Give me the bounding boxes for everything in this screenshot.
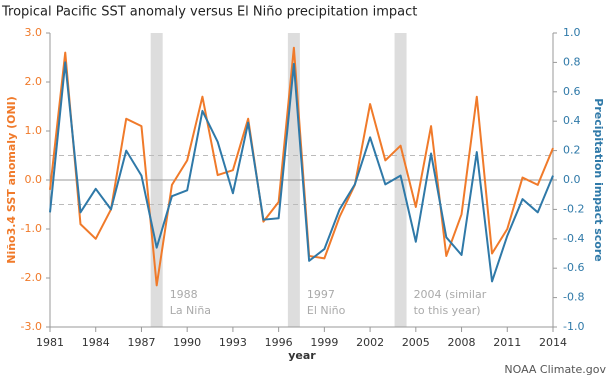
y-tick-label: 2.0 (25, 75, 43, 88)
x-tick-label: 1996 (265, 336, 293, 349)
annotation: El Niño (307, 304, 346, 317)
y2-tick-label: 0.4 (563, 114, 581, 127)
y-axis-label: Niño3.4 SST anomaly (ONI) (5, 96, 18, 264)
y2-tick-label: -1.0 (563, 320, 584, 333)
annotation: 1997 (307, 288, 335, 301)
y-tick-label: 3.0 (25, 26, 43, 39)
x-tick-label: 2008 (448, 336, 476, 349)
annotation: 1988 (170, 288, 198, 301)
x-tick-label: 2011 (493, 336, 521, 349)
y2-tick-label: 0.2 (563, 144, 581, 157)
x-tick-label: 2002 (356, 336, 384, 349)
y2-tick-label: 0.6 (563, 85, 581, 98)
x-tick-label: 1984 (82, 336, 110, 349)
y-tick-label: -3.0 (21, 320, 42, 333)
x-tick-label: 2005 (402, 336, 430, 349)
x-tick-label: 1999 (310, 336, 338, 349)
x-tick-label: 2014 (539, 336, 567, 349)
y-tick-label: 0.0 (25, 173, 43, 186)
series-line (49, 61, 554, 283)
y-tick-label: -2.0 (21, 271, 42, 284)
chart-title: Tropical Pacific SST anomaly versus El N… (1, 5, 417, 20)
y2-tick-label: 1.0 (563, 26, 581, 39)
y2-tick-label: -0.8 (563, 291, 584, 304)
annotation: 2004 (similar (414, 288, 487, 301)
y2-axis-label: Precipitation impact score (592, 98, 605, 261)
y2-tick-label: 0.0 (563, 173, 581, 186)
annotation: La Niña (170, 304, 211, 317)
y2-tick-label: -0.4 (563, 232, 584, 245)
y2-tick-label: 0.8 (563, 55, 581, 68)
x-tick-label: 1993 (219, 336, 247, 349)
annotation: to this year) (414, 304, 481, 317)
y-tick-label: -1.0 (21, 222, 42, 235)
source: NOAA Climate.gov (504, 363, 606, 376)
x-axis-label: year (288, 349, 316, 362)
x-tick-label: 1990 (173, 336, 201, 349)
x-tick-label: 1981 (36, 336, 64, 349)
y2-tick-label: -0.6 (563, 261, 584, 274)
x-tick-label: 1987 (127, 336, 155, 349)
y-tick-label: 1.0 (25, 124, 43, 137)
y2-tick-label: -0.2 (563, 202, 584, 215)
